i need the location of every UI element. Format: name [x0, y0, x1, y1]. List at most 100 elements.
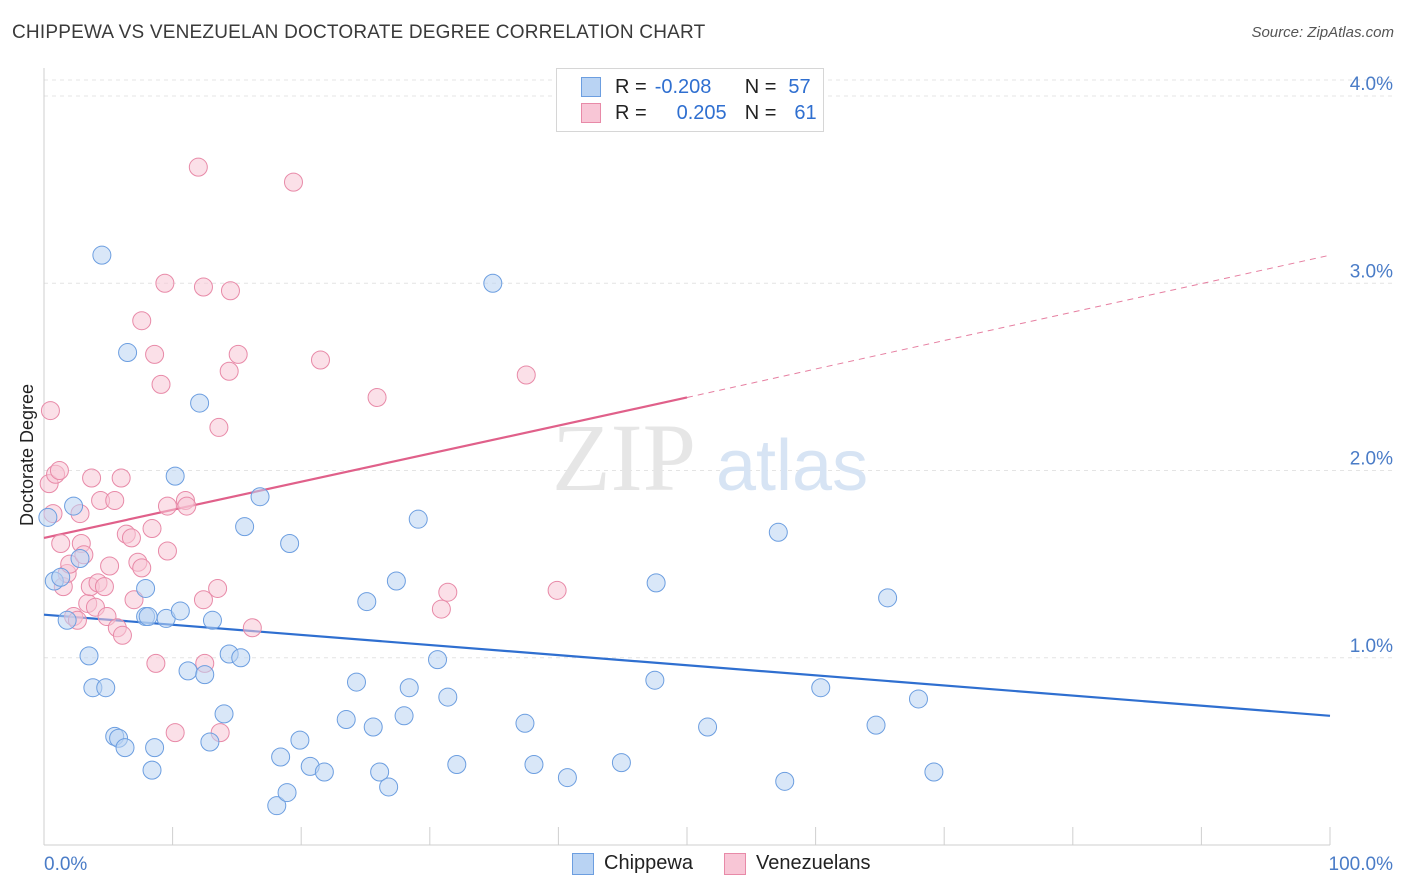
legend-r-value: -0.208	[654, 75, 712, 98]
venezuelan-point	[367, 387, 387, 407]
chippewa-point	[447, 754, 467, 774]
chippewa-point	[866, 715, 886, 735]
chippewa-point	[483, 273, 503, 293]
chart-title: CHIPPEWA VS VENEZUELAN DOCTORATE DEGREE …	[12, 22, 706, 43]
data-points	[38, 157, 944, 816]
chippewa-point	[64, 496, 84, 516]
venezuelan-point	[94, 577, 114, 597]
chart-source: Source: ZipAtlas.com	[1251, 24, 1394, 41]
legend-n-label: N =	[744, 101, 777, 124]
chippewa-point	[408, 509, 428, 529]
chippewa-point	[118, 343, 138, 363]
chippewa-point	[438, 687, 458, 707]
legend-label-chippewa: Chippewa	[604, 852, 693, 874]
chippewa-point	[336, 710, 356, 730]
legend-row-chippewa: R = -0.208 N = 57	[581, 74, 811, 100]
chippewa-point	[399, 678, 419, 698]
chippewa-point	[811, 678, 831, 698]
chippewa-point	[290, 730, 310, 750]
legend-r-value: 0.205	[676, 101, 727, 124]
venezuelan-point	[145, 344, 165, 364]
venezuelan-point	[208, 578, 228, 598]
venezuelan-point	[177, 496, 197, 516]
venezuelan-point	[431, 599, 451, 619]
axes	[43, 68, 1331, 846]
chippewa-point	[178, 661, 198, 681]
venezuelan-point	[220, 281, 240, 301]
legend-r-label: R =	[615, 101, 647, 124]
venezuelan-point	[146, 653, 166, 673]
venezuelan-point	[111, 468, 131, 488]
legend-label-venezuelans: Venezuelans	[756, 852, 871, 874]
chippewa-point	[267, 796, 287, 816]
venezuelan-point	[242, 618, 262, 638]
y-tick-label: 2.0%	[1350, 449, 1393, 470]
chippewa-point	[38, 507, 58, 527]
venezuelan-point	[105, 490, 125, 510]
venezuelan-point	[516, 365, 536, 385]
chippewa-point	[142, 760, 162, 780]
venezuelan-point	[547, 580, 567, 600]
venezuelan-point	[51, 534, 71, 554]
x-tick-label: 100.0%	[1329, 854, 1394, 875]
venezuelan-trend-line	[43, 396, 688, 539]
chippewa-point	[394, 706, 414, 726]
venezuelan-point	[151, 374, 171, 394]
chippewa-point	[92, 245, 112, 265]
venezuelan-point	[438, 582, 458, 602]
chippewa-point	[51, 567, 71, 587]
correlation-legend: R = -0.208 N = 57 R = 0.205 N = 61	[556, 68, 824, 132]
venezuelan-point	[121, 528, 141, 548]
legend-item-chippewa[interactable]: Chippewa	[572, 852, 693, 875]
venezuelan-point	[209, 417, 229, 437]
y-tick-label: 4.0%	[1350, 74, 1393, 95]
chippewa-point	[231, 648, 251, 668]
legend-r-label: R =	[615, 75, 647, 98]
chippewa-point	[357, 592, 377, 612]
chippewa-point	[200, 732, 220, 752]
chippewa-point	[524, 754, 544, 774]
chippewa-point	[370, 762, 390, 782]
legend-item-venezuelans[interactable]: Venezuelans	[724, 852, 871, 875]
venezuelan-point	[49, 461, 69, 480]
chippewa-point	[235, 517, 255, 537]
venezuelan-point	[165, 723, 185, 743]
chippewa-legend-swatch	[572, 852, 594, 875]
venezuelan-point	[193, 590, 213, 610]
chippewa-point	[924, 762, 944, 782]
y-axis-label: Doctorate Degree	[17, 384, 37, 526]
x-tick-label: 0.0%	[44, 854, 87, 875]
chippewa-point	[386, 571, 406, 591]
legend-n-value: 61	[794, 101, 817, 124]
chippewa-point	[277, 783, 297, 803]
chippewa-point	[646, 573, 666, 593]
chippewa-point	[250, 487, 270, 507]
chippewa-point	[271, 747, 291, 767]
chippewa-point	[557, 768, 577, 788]
tick-labels: 1.0% 2.0% 3.0% 4.0% 0.0% 100.0%	[44, 74, 1393, 875]
chippewa-point	[428, 650, 448, 670]
chippewa-point	[363, 717, 383, 737]
chippewa-point	[145, 738, 165, 758]
chippewa-point	[79, 646, 99, 666]
venezuelan-point	[142, 519, 162, 539]
chippewa-point	[878, 588, 898, 608]
venezuelan-point	[132, 558, 152, 578]
venezuelan-point	[157, 541, 177, 561]
chippewa-point	[57, 610, 77, 630]
venezuelan-point	[188, 157, 208, 177]
chippewa-point	[70, 549, 90, 569]
chippewa-point	[314, 762, 334, 782]
venezuelan-point	[228, 344, 248, 364]
chippewa-swatch	[581, 77, 601, 97]
legend-n-label: N =	[744, 75, 777, 98]
chippewa-point	[96, 678, 116, 698]
chippewa-point	[115, 738, 135, 758]
chippewa-point	[346, 672, 366, 692]
venezuelan-legend-swatch	[724, 852, 746, 875]
venezuelan-point	[155, 273, 175, 293]
venezuelan-point	[132, 311, 152, 331]
watermark: ZIP atlas	[552, 404, 868, 511]
series-legend: Chippewa Venezuelans	[0, 852, 1406, 878]
